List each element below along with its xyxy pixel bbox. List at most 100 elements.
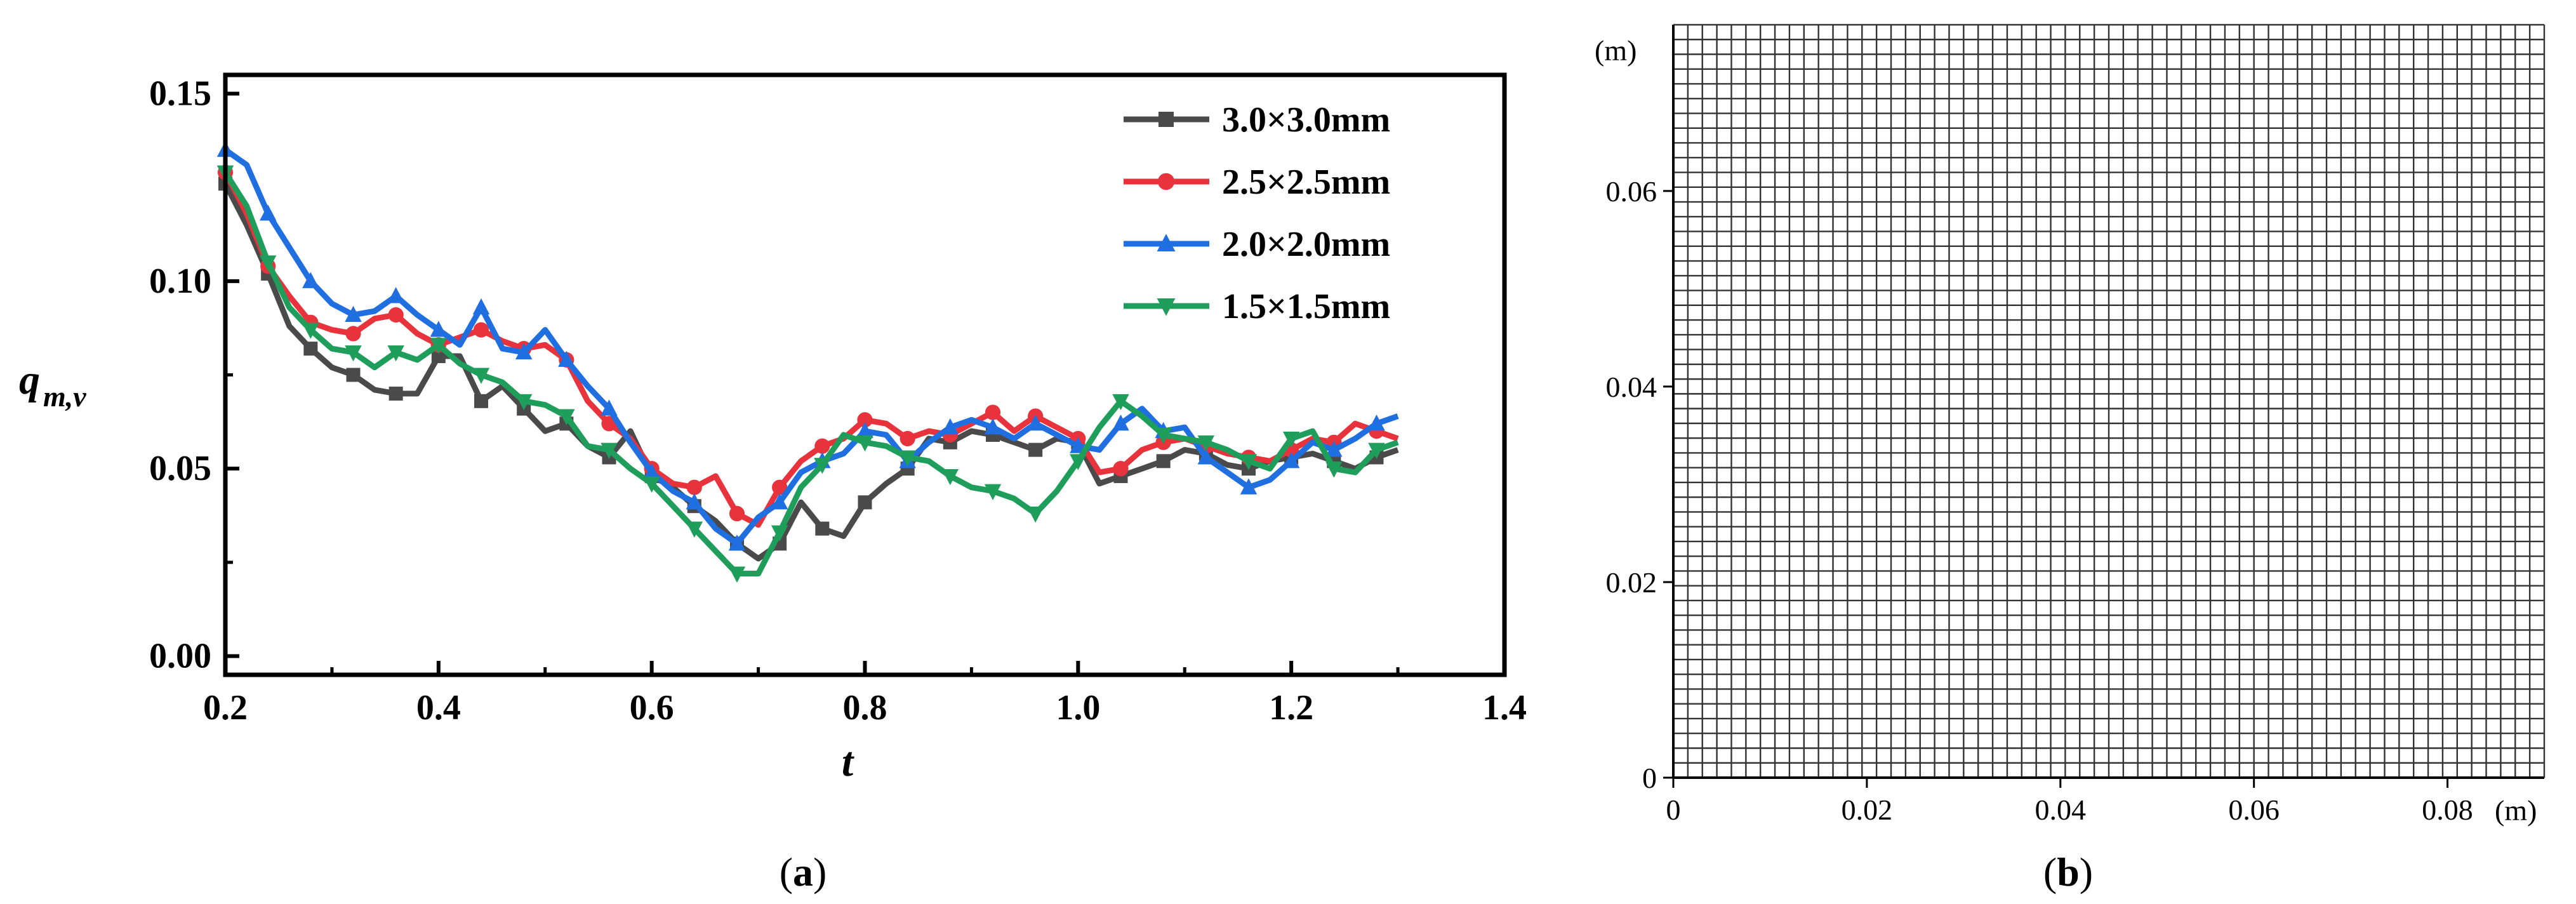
data-point <box>814 458 831 474</box>
data-point <box>1368 442 1385 459</box>
x-tick-label: 0.8 <box>843 688 887 728</box>
data-point <box>1113 461 1129 477</box>
legend-label: 3.0×3.0mm <box>1222 100 1390 140</box>
panel-b-x-unit: (m) <box>2495 794 2537 827</box>
data-point <box>686 521 703 538</box>
data-point <box>985 404 1001 420</box>
legend-label: 1.5×1.5mm <box>1222 287 1390 326</box>
data-point <box>388 387 403 401</box>
data-point <box>1240 454 1258 470</box>
panel-a-ylabel-sub: m,v <box>43 380 86 413</box>
x-tick-label: 0.2 <box>203 688 248 728</box>
data-point <box>473 322 489 338</box>
series-1 <box>218 176 1399 562</box>
data-point <box>515 394 533 411</box>
data-point <box>643 476 660 493</box>
data-point <box>643 463 660 480</box>
data-point <box>1282 431 1300 448</box>
data-point <box>558 350 575 367</box>
y-tick-label: 0.02 <box>1606 566 1657 599</box>
panel-b-y-unit: (m) <box>1595 34 1637 67</box>
data-point <box>686 479 702 495</box>
data-point <box>346 368 361 382</box>
panel-a-line-chart: q m,v t 0.00 0.05 0.10 0.15 0.2 0.4 0.6 0.8 1.0… <box>19 72 1527 894</box>
legend-entry: 3.0×3.0mm <box>1124 100 1390 140</box>
data-point <box>259 204 277 221</box>
y-tick-label: 0 <box>1642 762 1657 794</box>
y-tick-label: 0.04 <box>1606 371 1657 403</box>
data-point <box>388 307 404 323</box>
series-line <box>223 147 1399 547</box>
x-tick-label: 0.08 <box>2422 794 2473 826</box>
data-point <box>686 493 703 510</box>
data-point <box>771 493 788 510</box>
data-point <box>1070 437 1087 453</box>
panel-a-xlabel: t <box>842 739 854 785</box>
data-point <box>472 298 490 315</box>
panel-b-mesh-grid: 0 0.02 0.04 0.06 0.08 0 0.02 0.04 0.06 (m) (m) (… <box>1595 23 2546 894</box>
data-point <box>345 326 361 342</box>
x-tick-label: 1.4 <box>1482 688 1527 728</box>
legend-label: 2.0×2.0mm <box>1222 225 1390 264</box>
data-point <box>1325 441 1343 457</box>
legend-marker <box>1157 234 1176 251</box>
y-tick-label: 0.15 <box>149 74 211 114</box>
series-2 <box>217 164 1399 528</box>
legend-entry: 1.5×1.5mm <box>1124 287 1390 326</box>
data-point <box>1197 448 1215 465</box>
data-point <box>984 418 1002 435</box>
legend-marker <box>1159 112 1174 127</box>
data-point <box>814 438 830 454</box>
x-tick-label: 1.2 <box>1269 688 1313 728</box>
data-point <box>941 418 959 435</box>
x-tick-label: 0 <box>1666 794 1681 826</box>
data-point <box>1240 478 1258 495</box>
data-point <box>601 442 618 459</box>
data-point <box>387 287 404 303</box>
panel-b-grid-lines <box>1672 23 2546 779</box>
legend-entry: 2.5×2.5mm <box>1124 163 1390 202</box>
legend-marker <box>1157 173 1175 190</box>
data-point <box>1368 414 1385 431</box>
panel-a-ylabel-main: q <box>19 357 40 403</box>
data-point <box>515 343 533 360</box>
data-point <box>302 322 319 339</box>
data-point <box>857 412 873 428</box>
data-point <box>302 272 319 288</box>
x-tick-label: 0.4 <box>416 688 461 728</box>
y-tick-label: 0.10 <box>149 262 211 301</box>
data-point <box>728 534 746 551</box>
x-tick-label: 0.6 <box>630 688 674 728</box>
x-tick-label: 0.06 <box>2228 794 2280 826</box>
data-point <box>558 409 575 425</box>
data-point <box>1112 394 1129 411</box>
data-point <box>601 399 618 416</box>
data-point <box>858 495 872 510</box>
data-point <box>345 305 362 322</box>
data-point <box>303 342 318 356</box>
data-point <box>1325 462 1343 478</box>
panel-a-legend: 3.0×3.0mm 2.5×2.5mm 2.0×2.0mm 1.5×1.5mm <box>1124 100 1390 326</box>
data-point <box>772 479 788 495</box>
legend-entry: 2.0×2.0mm <box>1124 225 1390 264</box>
series-4 <box>216 165 1399 583</box>
panel-a-x-ticks: 0.2 0.4 0.6 0.8 1.0 1.2 1.4 <box>203 661 1527 728</box>
data-point <box>474 394 488 408</box>
y-tick-label: 0.05 <box>149 449 211 488</box>
legend-marker <box>1157 298 1176 316</box>
data-point <box>1156 454 1171 469</box>
data-point <box>1026 507 1044 523</box>
data-point <box>856 422 873 439</box>
data-point <box>1155 428 1172 444</box>
data-point <box>856 435 873 452</box>
data-point <box>1026 414 1044 431</box>
data-point <box>728 566 746 583</box>
data-point <box>1028 442 1043 457</box>
panel-a-plot-frame <box>223 72 1507 677</box>
data-point <box>815 521 830 536</box>
y-tick-label: 0.00 <box>149 636 211 675</box>
panel-a-series <box>216 140 1399 583</box>
data-point <box>900 430 915 447</box>
legend-label: 2.5×2.5mm <box>1222 163 1390 202</box>
